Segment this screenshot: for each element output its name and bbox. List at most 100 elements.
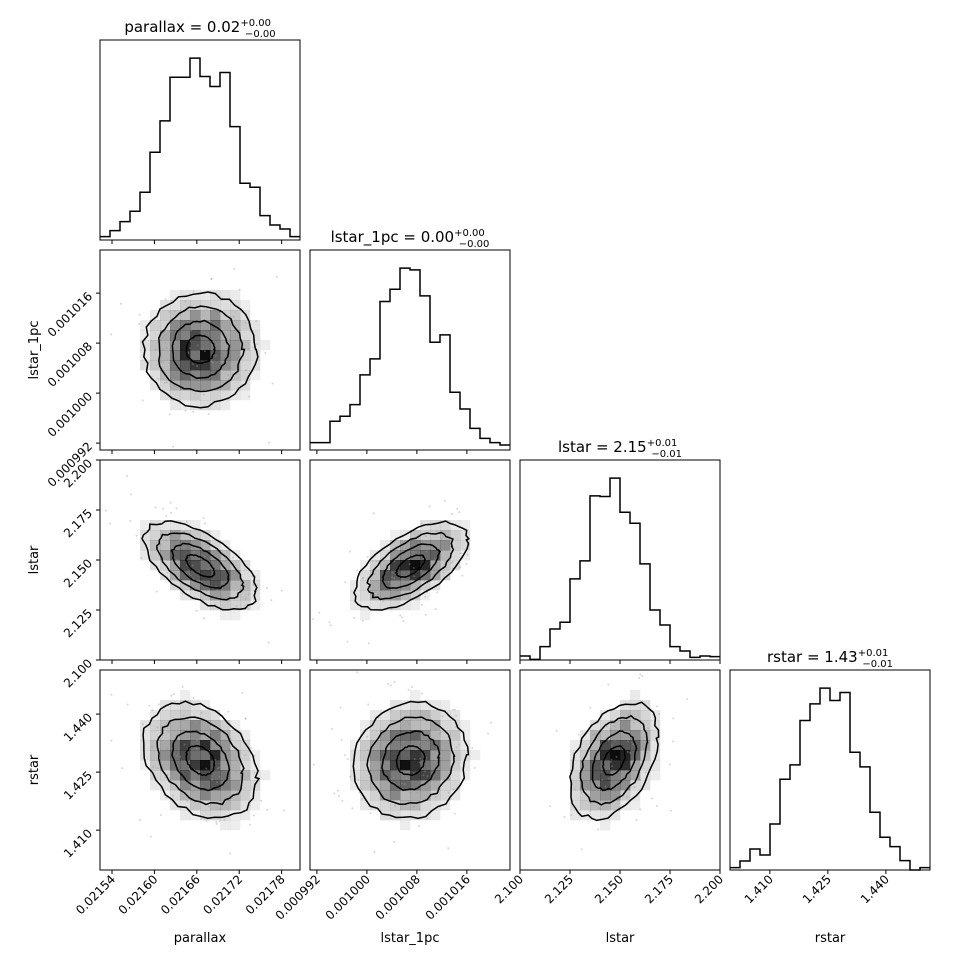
density-bin: [440, 540, 451, 551]
density-bin: [160, 720, 171, 731]
density-bin: [250, 590, 261, 601]
density-bin: [190, 380, 201, 391]
density-bin: [200, 530, 211, 541]
sample-point: [598, 792, 601, 795]
density-bin: [380, 800, 391, 811]
density-bin: [590, 800, 601, 811]
density-bin: [170, 300, 181, 311]
density-bin: [210, 750, 221, 761]
density-bin: [360, 780, 371, 791]
density-bin: [180, 530, 191, 541]
density-bin: [210, 810, 221, 821]
sample-point: [159, 543, 162, 546]
panel-frame: [99, 39, 301, 241]
sample-point: [227, 378, 230, 381]
sample-point: [563, 816, 566, 819]
sample-point: [138, 819, 141, 822]
density-bin: [240, 790, 251, 801]
density-bin: [180, 560, 191, 571]
density-bin: [220, 340, 231, 351]
density-bin: [240, 570, 251, 581]
density-bin: [190, 740, 201, 751]
sample-point: [410, 686, 413, 689]
sample-point: [454, 714, 457, 717]
density-bin: [600, 800, 611, 811]
sample-point: [607, 795, 610, 798]
sample-point: [190, 317, 193, 320]
density-bin: [440, 710, 451, 721]
density-bin: [380, 760, 391, 771]
sample-point: [235, 605, 238, 608]
density-bin: [370, 800, 381, 811]
title-minus: −0.00: [459, 239, 490, 250]
density-bin: [170, 320, 181, 331]
density-bin: [240, 310, 251, 321]
sample-point: [271, 382, 274, 385]
density-bin: [200, 290, 211, 301]
density-bin: [410, 580, 421, 591]
density-bin: [410, 790, 421, 801]
density-bin: [220, 760, 231, 771]
density-bin: [170, 550, 181, 561]
sample-point: [194, 547, 197, 550]
sample-point: [398, 551, 401, 554]
density-bin: [640, 740, 651, 751]
sample-point: [450, 513, 453, 516]
density-bin: [620, 770, 631, 781]
density-bin: [230, 390, 241, 401]
sample-point: [135, 534, 138, 537]
sample-point: [604, 785, 607, 788]
sample-point: [192, 790, 195, 793]
sample-point: [425, 550, 428, 553]
density-bin: [370, 770, 381, 781]
sample-point: [206, 725, 209, 728]
sample-point: [669, 809, 672, 812]
sample-point: [184, 409, 187, 412]
density-bin: [360, 720, 371, 731]
sample-point: [282, 809, 285, 812]
density-bin: [410, 760, 421, 771]
sample-point: [390, 576, 393, 579]
density-bin: [400, 790, 411, 801]
density-bin: [210, 780, 221, 791]
density-bin: [160, 550, 171, 561]
sample-point: [208, 319, 211, 322]
sample-point: [229, 737, 232, 740]
sample-point: [213, 380, 216, 383]
density-bin: [360, 570, 371, 581]
density-bin: [350, 600, 361, 611]
density-bin: [180, 700, 191, 711]
sample-point: [595, 789, 598, 792]
density-bin: [390, 530, 401, 541]
density-bin: [240, 750, 251, 761]
density-bin: [240, 600, 251, 611]
density-bin: [600, 810, 611, 821]
density-bin: [650, 710, 661, 721]
sample-point: [224, 748, 227, 751]
sample-point: [349, 775, 352, 778]
sample-point: [172, 794, 175, 797]
density-bin: [200, 790, 211, 801]
density-bin: [140, 720, 151, 731]
sample-point: [164, 298, 167, 301]
sample-point: [577, 733, 580, 736]
density-bin: [180, 290, 191, 301]
sample-point: [195, 609, 198, 612]
density-bin: [210, 390, 221, 401]
sample-point: [450, 561, 453, 564]
x-axis-label-lstar_1pc: lstar_1pc: [381, 931, 440, 946]
density-bin: [590, 790, 601, 801]
density-bin: [230, 550, 241, 561]
sample-point: [253, 771, 256, 774]
sample-point: [165, 722, 168, 725]
density-bin: [360, 760, 371, 771]
density-bin: [640, 720, 651, 731]
density-bin: [240, 390, 251, 401]
sample-point: [591, 733, 594, 736]
sample-point: [433, 567, 436, 570]
sample-point: [592, 787, 595, 790]
density-bin: [190, 730, 201, 741]
y-axis-label-lstar: lstar: [27, 545, 42, 574]
density-bin: [220, 330, 231, 341]
density-layer: [312, 499, 471, 645]
